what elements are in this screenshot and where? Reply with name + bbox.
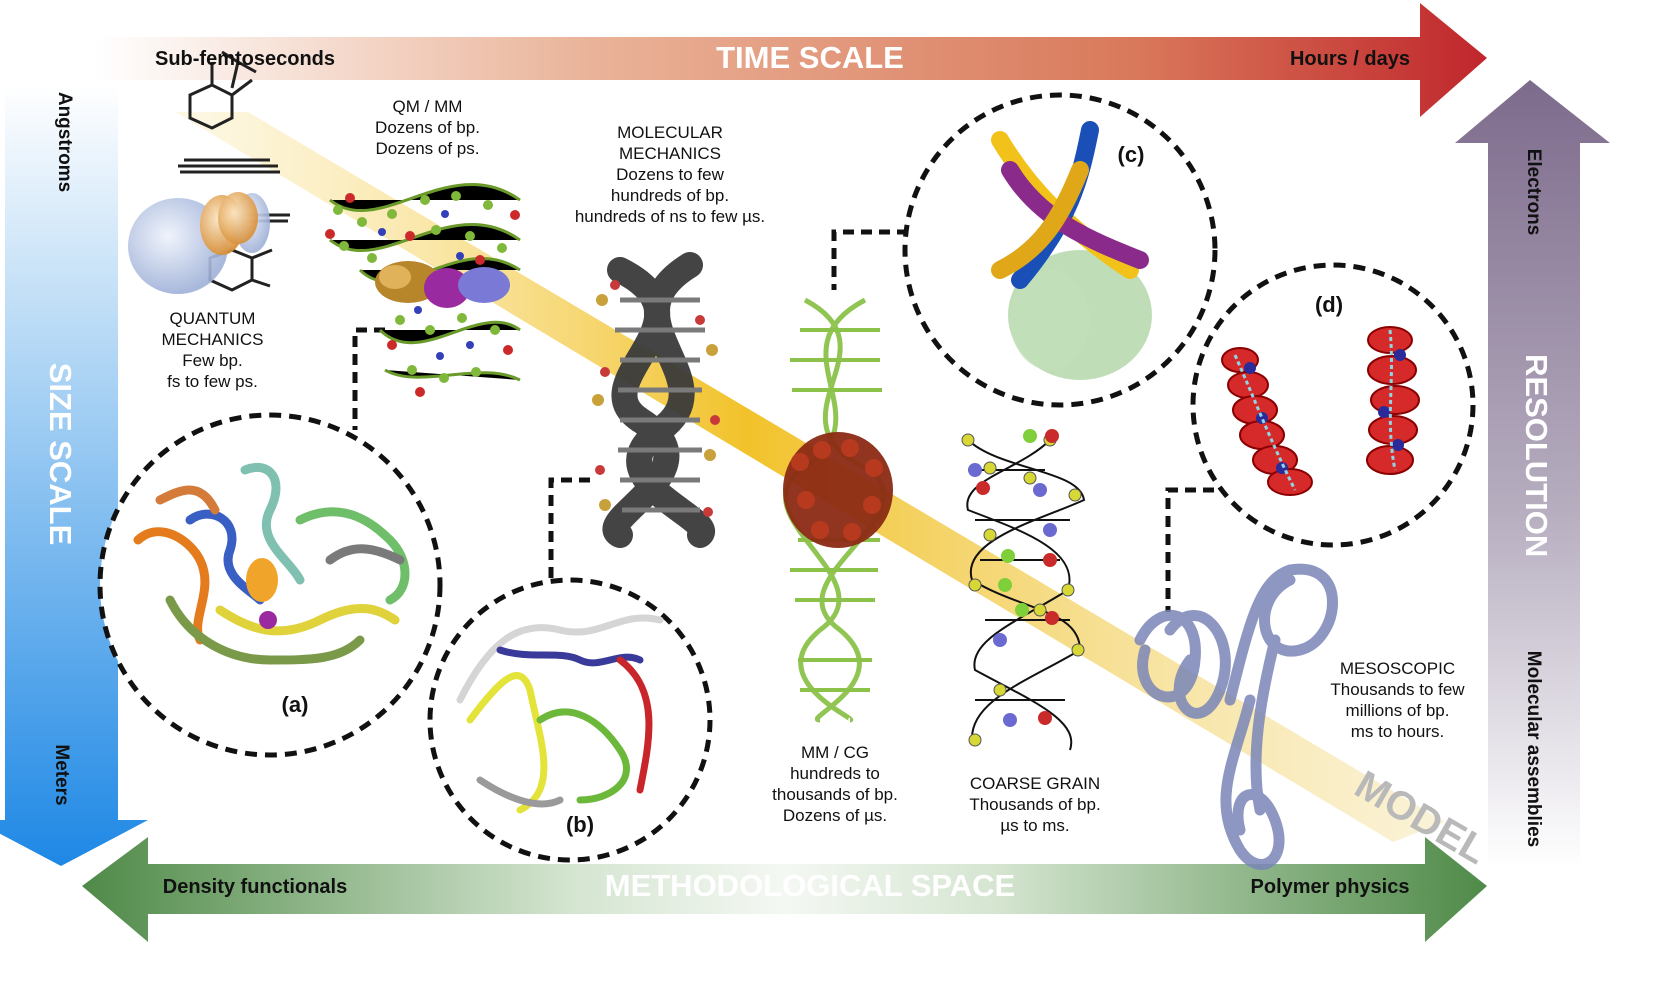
inset-c: [902, 92, 1218, 408]
method-axis-start: Density functionals: [162, 876, 348, 898]
molecular-mechanics-label: MOLECULAR MECHANICS Dozens to few hundreds …: [574, 123, 766, 226]
mm-all-atom-helix: [592, 252, 720, 548]
mmcg-helix: [783, 297, 893, 723]
qmmm-label: QM / MM Dozens of bp. Dozens of ps.: [375, 97, 480, 158]
qmmm-dna-model: [325, 182, 521, 397]
inset-b-label: (b): [565, 812, 595, 837]
inset-d-label: (d): [1314, 292, 1344, 317]
mesoscopic-label: MESOSCOPIC Thousands to few millions of bp…: [1330, 659, 1465, 741]
coarse-grain-label: COARSE GRAIN Thousands of bp. µs to ms.: [969, 774, 1101, 835]
size-scale-arrow: [0, 85, 148, 866]
quantum-molecule-sketch: [128, 50, 290, 294]
resolution-axis-start: Electrons: [1523, 148, 1544, 236]
resolution-arrow: [1455, 80, 1610, 868]
quantum-mechanics-label: QUANTUM MECHANICS Few bp. fs to few ps.: [161, 309, 264, 391]
resolution-axis-title: RESOLUTION: [1519, 354, 1554, 558]
mesoscopic-fiber: [1134, 563, 1338, 870]
coarse-grain-helix: [961, 429, 1086, 751]
time-axis-end: Hours / days: [1289, 48, 1411, 70]
method-axis-title: METHODOLOGICAL SPACE: [604, 868, 1016, 903]
methodological-space-arrow: [82, 837, 1487, 942]
size-axis-end: Meters: [51, 744, 72, 806]
time-axis-start: Sub-femtoseconds: [154, 48, 336, 70]
size-axis-title: SIZE SCALE: [43, 362, 78, 546]
resolution-axis-end: Molecular assemblies: [1523, 650, 1544, 848]
time-axis-title: TIME SCALE: [716, 40, 904, 75]
connector-lines: [352, 229, 1214, 612]
size-axis-start: Angstroms: [54, 91, 75, 193]
inset-d: [1190, 262, 1476, 548]
inset-a: [97, 412, 443, 758]
inset-c-label: (c): [1117, 142, 1145, 167]
mmcg-label: MM / CG hundreds to thousands of bp. Dozens…: [772, 743, 898, 825]
time-scale-arrow: [95, 3, 1487, 117]
inset-a-label: (a): [281, 692, 309, 717]
inset-b: [427, 577, 713, 863]
method-axis-end: Polymer physics: [1250, 876, 1410, 898]
